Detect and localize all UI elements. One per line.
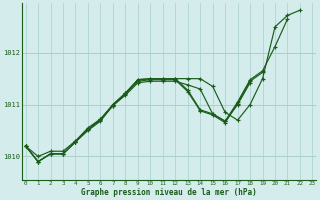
- X-axis label: Graphe pression niveau de la mer (hPa): Graphe pression niveau de la mer (hPa): [81, 188, 257, 197]
